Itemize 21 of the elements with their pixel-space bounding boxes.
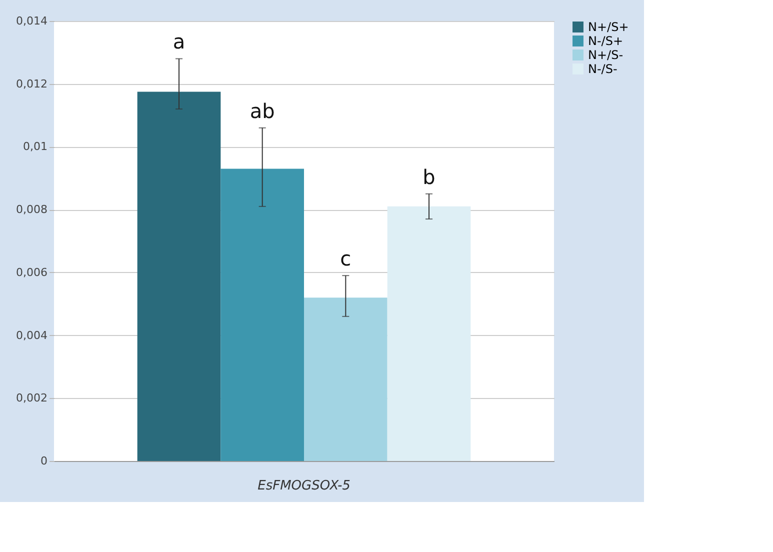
bar	[137, 92, 221, 461]
y-tick-label: 0,012	[16, 77, 48, 90]
legend-label: N+/S+	[588, 20, 629, 34]
annotation: b	[422, 164, 436, 189]
y-tick-label: 0,01	[23, 140, 48, 154]
annotation: c	[340, 246, 352, 271]
y-tick-label: 0	[40, 454, 48, 468]
y-tick-label: 0,006	[16, 266, 48, 279]
bar	[220, 168, 304, 461]
legend-label: N+/S-	[588, 48, 624, 62]
annotation: a	[172, 30, 186, 54]
y-tick-label: 0,002	[16, 392, 48, 405]
x-tick-label: EsFMOGSOX-5	[258, 478, 350, 494]
bar	[304, 298, 388, 461]
y-tick-label: 0,008	[16, 203, 48, 216]
annotation: ab	[250, 98, 275, 123]
y-tick-label: 0,004	[16, 328, 48, 342]
legend-label: N-/S-	[588, 62, 618, 76]
y-tick-label: 0,014	[16, 14, 48, 28]
bar	[387, 206, 471, 461]
legend-label: N-/S+	[588, 34, 624, 48]
